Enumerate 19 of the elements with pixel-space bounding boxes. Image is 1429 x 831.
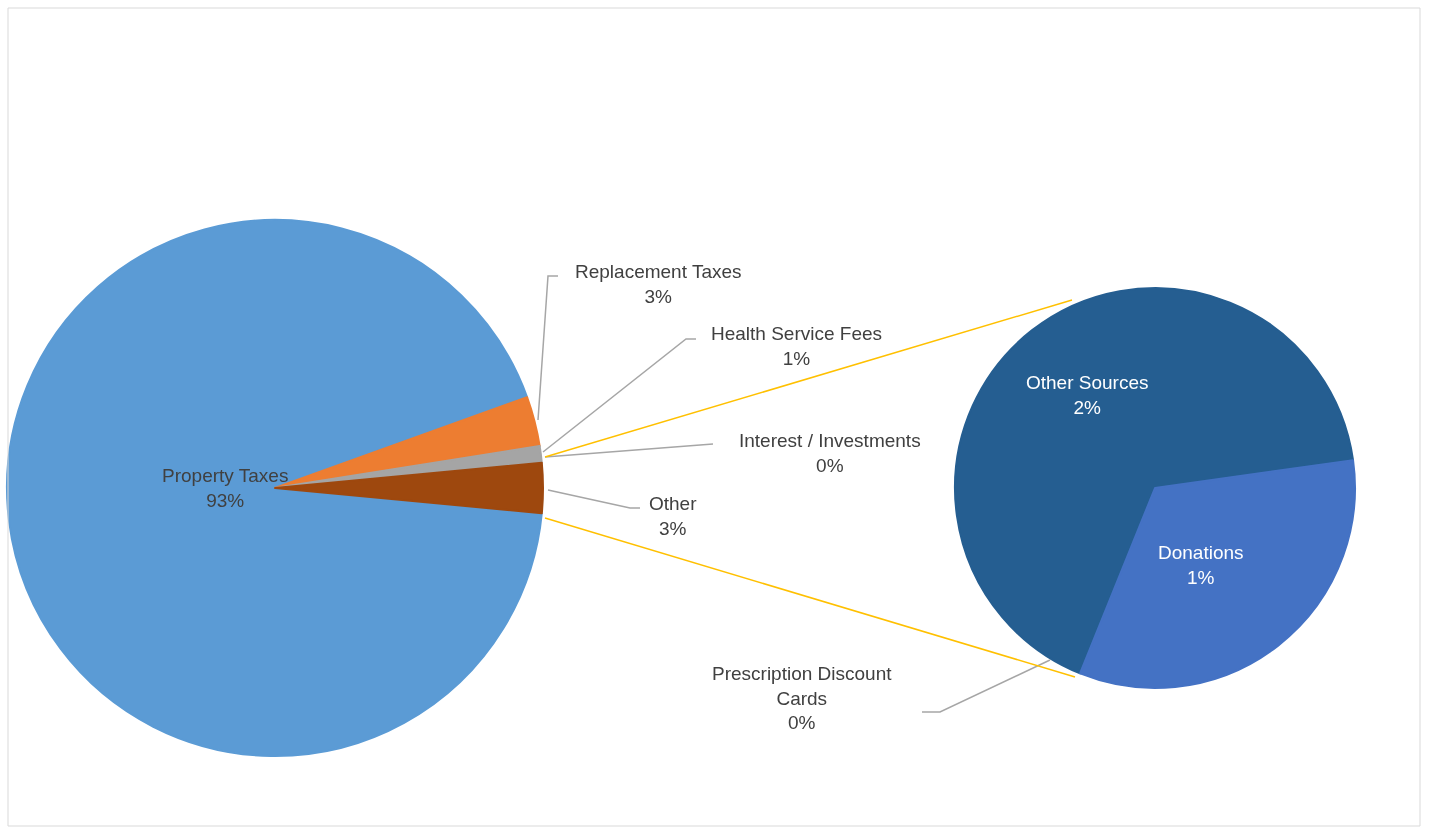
pie-slice [1079,459,1356,689]
slice-label: Property Taxes [162,465,289,486]
text: 0% [816,454,844,476]
category-label: Prescription Discount Cards [712,663,892,709]
data-label: 3% [644,285,673,307]
pie-slice [954,287,1355,675]
slice-label: Replacement Taxes [575,261,742,282]
slice-label: Health Service Fees [711,323,883,344]
data-label: 3% [659,517,687,539]
data-label: 1% [1187,566,1215,588]
slice-label: Donations [1158,542,1244,563]
data-label: 93% [206,489,245,511]
pie-slice [6,219,543,757]
slice-label: Other Sources [1026,372,1149,393]
text: 0% [788,712,816,734]
slice-label: Other [649,493,698,514]
category-label: Interest / Investments [739,430,921,451]
data-label: 1% [782,347,811,369]
data-label: 2% [1073,396,1102,418]
